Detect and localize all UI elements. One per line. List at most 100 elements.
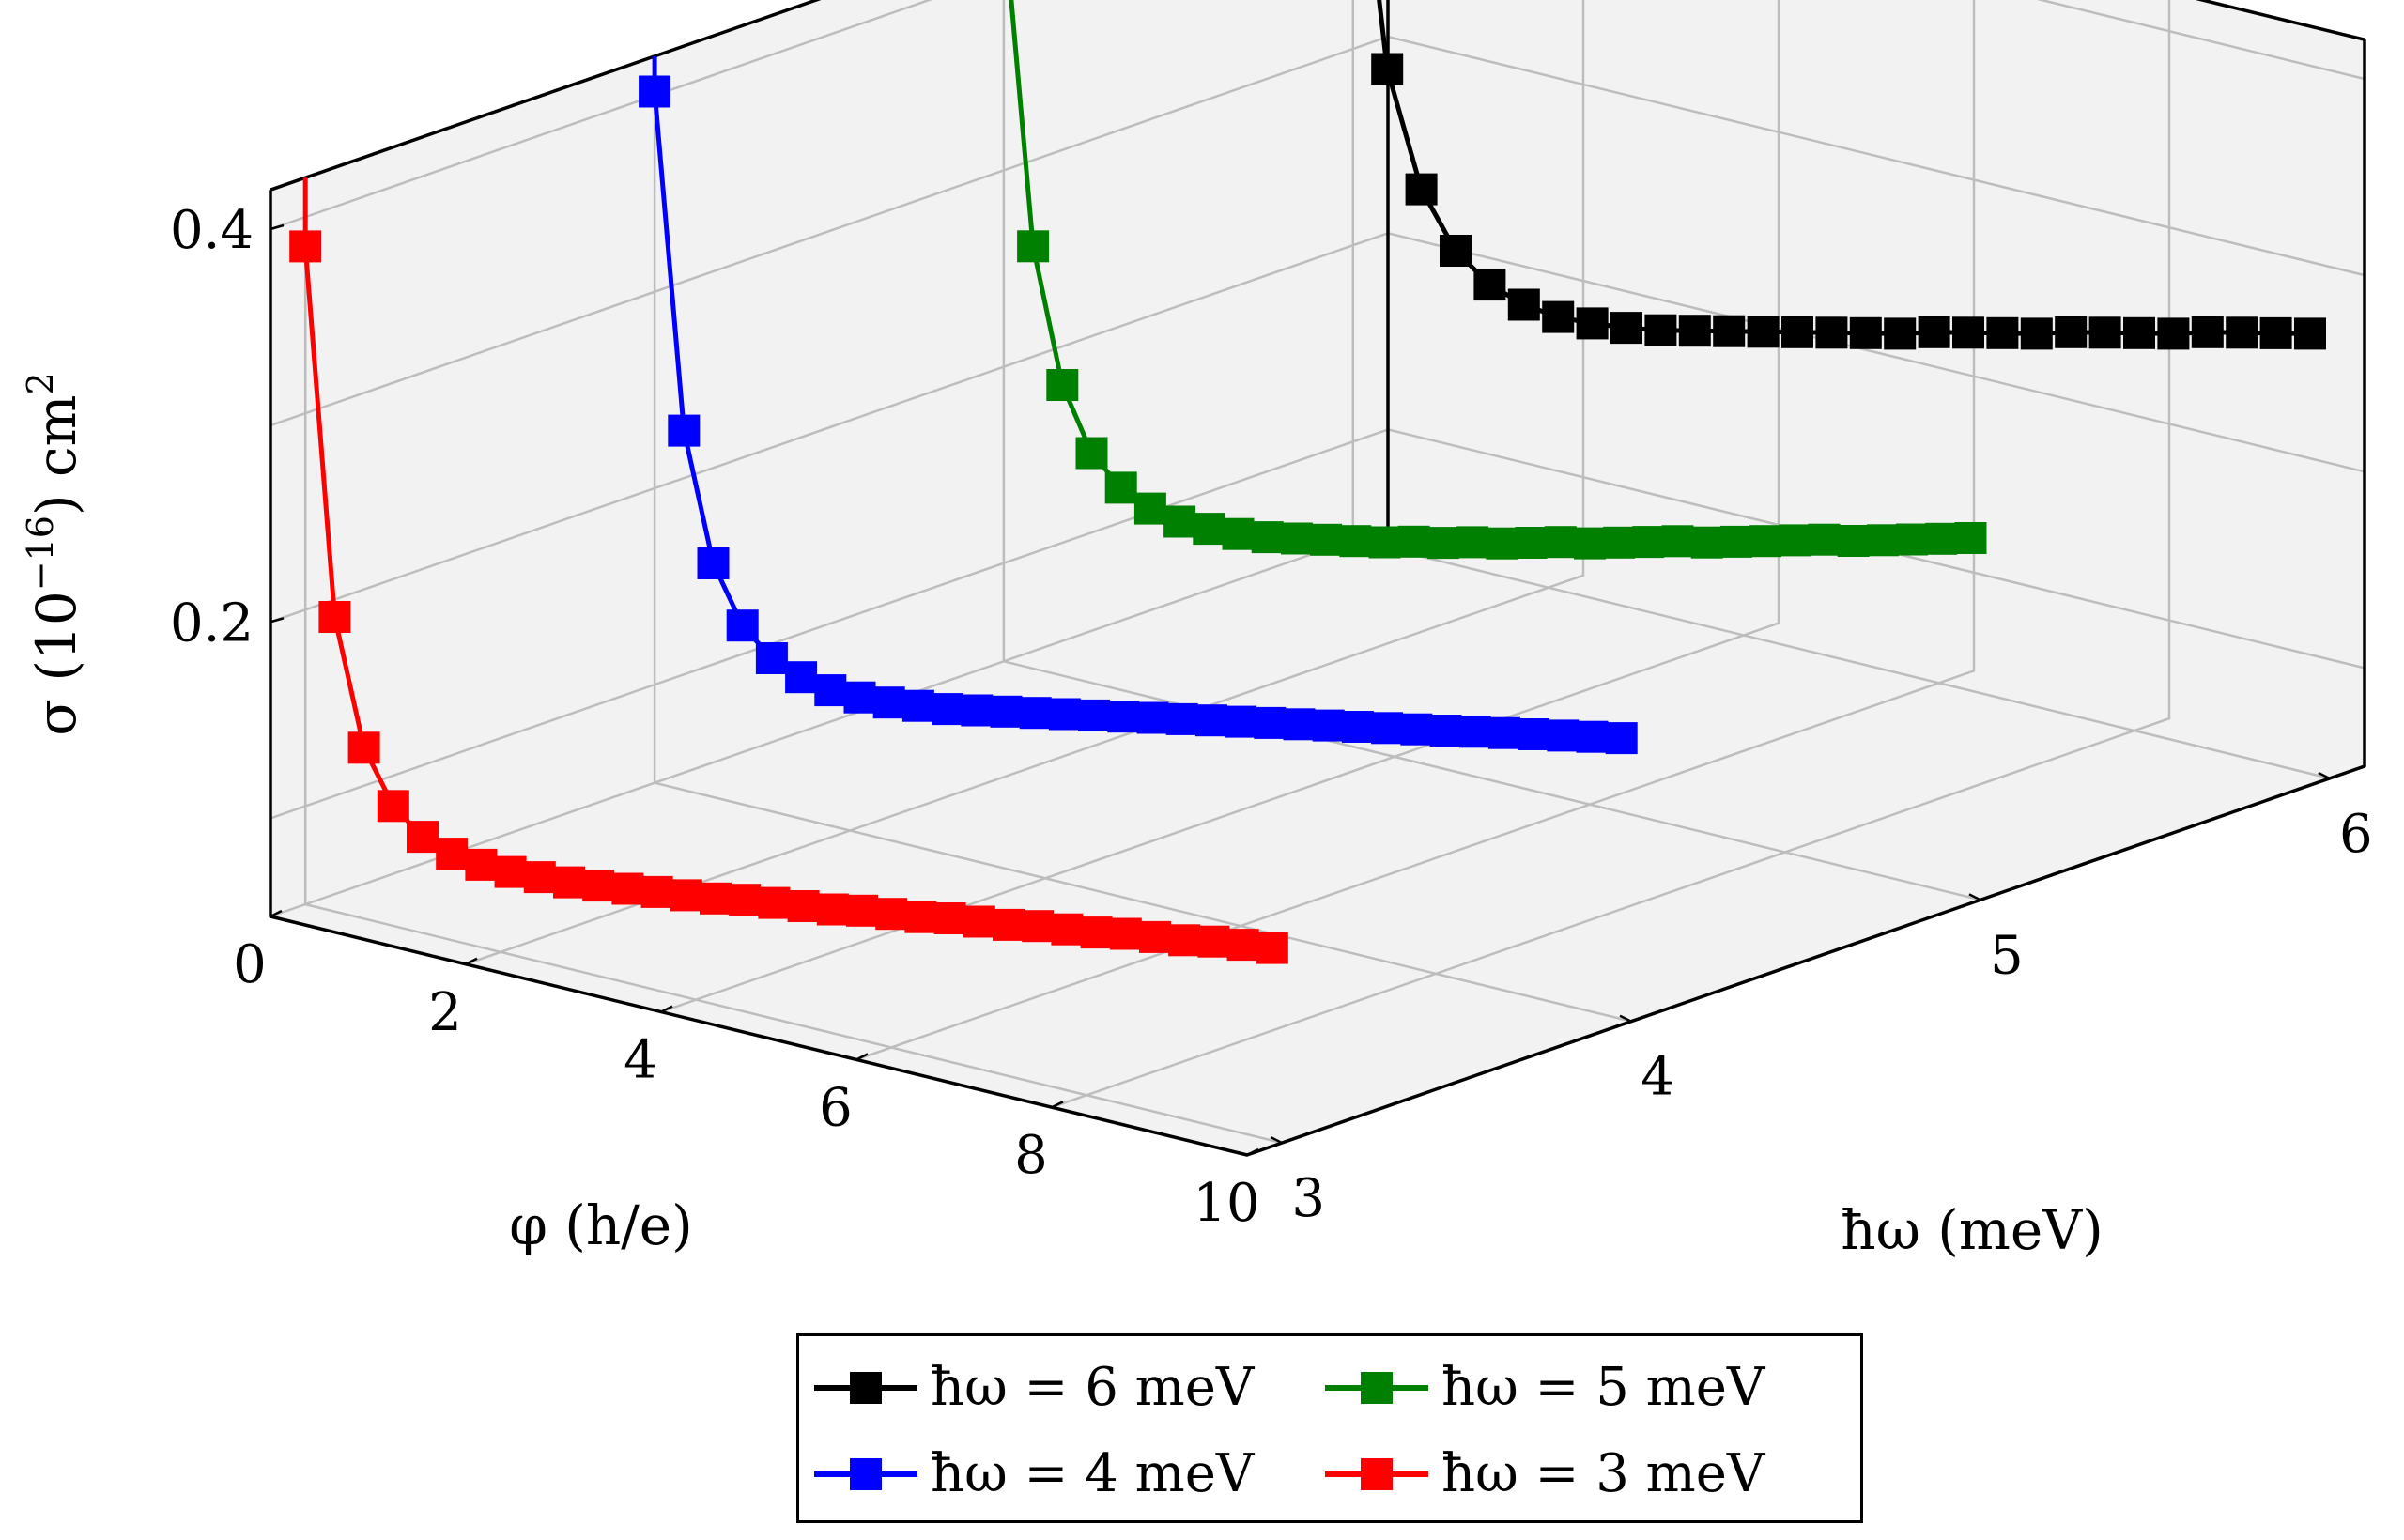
series-marker-4mev-28 xyxy=(1458,716,1491,748)
series-marker-3mev-3 xyxy=(377,790,409,823)
series-marker-5mev-19 xyxy=(1544,526,1577,559)
series-marker-5mev-31 xyxy=(1896,523,1929,556)
legend-label-4mev: ħω = 4 meV xyxy=(931,1442,1255,1504)
legend-item-4mev: ħω = 4 meV xyxy=(814,1436,1254,1511)
series-marker-5mev-6 xyxy=(1163,505,1196,538)
series-marker-4mev-12 xyxy=(990,695,1023,728)
x-tick-mark-3 xyxy=(855,1053,869,1061)
x-tick-label-5: 10 xyxy=(1193,1173,1259,1234)
series-marker-5mev-21 xyxy=(1603,526,1636,559)
series-marker-3mev-4 xyxy=(407,821,439,854)
y-tick-mark-0 xyxy=(1270,1135,1283,1145)
x-tick-label-0: 0 xyxy=(233,934,267,995)
legend-marker-6mev xyxy=(850,1372,882,1404)
x-tick-label-2: 4 xyxy=(624,1030,657,1091)
grid-line-x-2 xyxy=(660,0,1780,1013)
x-axis-label: φ (h/e) xyxy=(509,1194,693,1257)
series-marker-3mev-14 xyxy=(700,882,732,915)
series-marker-5mev-22 xyxy=(1632,526,1665,559)
x-tick-mark-2 xyxy=(660,1005,673,1013)
x-tick-mark-0 xyxy=(270,909,283,918)
series-marker-6mev-21 xyxy=(2055,316,2088,348)
series-marker-4mev-10 xyxy=(932,693,964,726)
series-marker-6mev-6 xyxy=(1542,300,1575,333)
y-tick-label-0: 3 xyxy=(1291,1168,1325,1229)
series-marker-4mev-5 xyxy=(785,661,818,694)
series-marker-6mev-23 xyxy=(2123,316,2155,349)
series-marker-3mev-18 xyxy=(816,893,849,926)
z-tick-label-0: 0.2 xyxy=(170,593,254,654)
series-marker-4mev-14 xyxy=(1048,698,1081,731)
series-marker-4mev-19 xyxy=(1194,704,1227,737)
y-tick-mark-1 xyxy=(1619,1014,1632,1023)
series-marker-5mev-12 xyxy=(1339,525,1372,558)
y-tick-mark-3 xyxy=(2318,771,2331,780)
legend-marker-3mev xyxy=(1361,1458,1393,1490)
series-marker-6mev-1 xyxy=(1371,53,1404,85)
series-marker-3mev-12 xyxy=(640,875,673,908)
grid-line-x-1 xyxy=(465,0,1585,965)
y-tick-label-3: 6 xyxy=(2339,804,2373,865)
legend-swatch-3mev xyxy=(1325,1436,1428,1511)
series-marker-3mev-0 xyxy=(289,230,322,263)
series-marker-4mev-22 xyxy=(1283,708,1316,741)
y-tick-label-1: 4 xyxy=(1641,1047,1674,1108)
x-tick-mark-5 xyxy=(1246,1147,1259,1157)
series-marker-3mev-33 xyxy=(1256,932,1288,964)
series-marker-3mev-21 xyxy=(904,901,937,933)
legend-label-5mev: ħω = 5 meV xyxy=(1441,1356,1765,1418)
series-marker-3mev-25 xyxy=(1022,910,1055,943)
series-marker-6mev-14 xyxy=(1815,316,1848,349)
series-marker-5mev-9 xyxy=(1251,521,1284,554)
series-marker-5mev-7 xyxy=(1193,513,1225,546)
floor-pane xyxy=(270,528,2365,1155)
axis-frame xyxy=(269,0,2366,1157)
grid-line-y-2 xyxy=(1002,0,1981,901)
z-tick-mark-1 xyxy=(270,223,285,231)
series-marker-3mev-8 xyxy=(523,861,556,894)
y-tick-mark-2 xyxy=(1968,893,1981,901)
series-marker-5mev-14 xyxy=(1397,525,1430,558)
series-marker-5mev-15 xyxy=(1426,527,1459,560)
series-marker-4mev-18 xyxy=(1165,702,1198,735)
series-marker-4mev-21 xyxy=(1254,706,1287,739)
series-marker-3mev-16 xyxy=(758,886,791,919)
series-4mev xyxy=(639,55,1638,755)
z-tick-label-1: 0.4 xyxy=(170,200,254,261)
legend-item-3mev: ħω = 3 meV xyxy=(1325,1436,1764,1511)
series-marker-4mev-24 xyxy=(1341,711,1374,743)
series-marker-5mev-23 xyxy=(1661,525,1694,558)
series-marker-5mev-5 xyxy=(1133,492,1166,525)
series-marker-4mev-1 xyxy=(668,414,701,447)
z-tick-mark-0 xyxy=(270,617,285,624)
series-marker-4mev-3 xyxy=(726,609,759,642)
series-marker-3mev-9 xyxy=(553,866,585,899)
z-axis-label: σ (10−16) cm2 xyxy=(20,372,88,735)
series-marker-6mev-16 xyxy=(1884,317,1917,350)
series-marker-6mev-13 xyxy=(1781,316,1813,348)
series-3mev xyxy=(289,177,1288,964)
series-marker-5mev-33 xyxy=(1954,522,1987,554)
series-marker-4mev-2 xyxy=(697,547,730,579)
series-marker-3mev-6 xyxy=(465,848,498,881)
z-axis-label-exp: −16 xyxy=(20,516,61,591)
series-marker-3mev-20 xyxy=(875,898,908,931)
series-marker-6mev-8 xyxy=(1610,312,1642,345)
x-tick-mark-4 xyxy=(1051,1101,1064,1109)
z-axis-label-unit: ) cm xyxy=(24,394,88,516)
legend-item-5mev: ħω = 5 meV xyxy=(1325,1349,1764,1424)
back-panes xyxy=(270,0,2365,1155)
grid-line-y-1 xyxy=(653,55,1632,1023)
series-marker-3mev-7 xyxy=(494,855,527,888)
series-marker-5mev-3 xyxy=(1075,437,1108,470)
legend-marker-4mev xyxy=(850,1458,882,1490)
series-marker-6mev-18 xyxy=(1952,316,1984,349)
series-marker-6mev-3 xyxy=(1440,235,1472,267)
legend-swatch-4mev xyxy=(814,1436,917,1511)
series-marker-6mev-5 xyxy=(1507,288,1540,321)
series-marker-3mev-32 xyxy=(1226,929,1259,962)
series-marker-5mev-10 xyxy=(1280,522,1313,555)
series-marker-3mev-26 xyxy=(1051,913,1084,946)
series-marker-6mev-27 xyxy=(2259,316,2292,349)
